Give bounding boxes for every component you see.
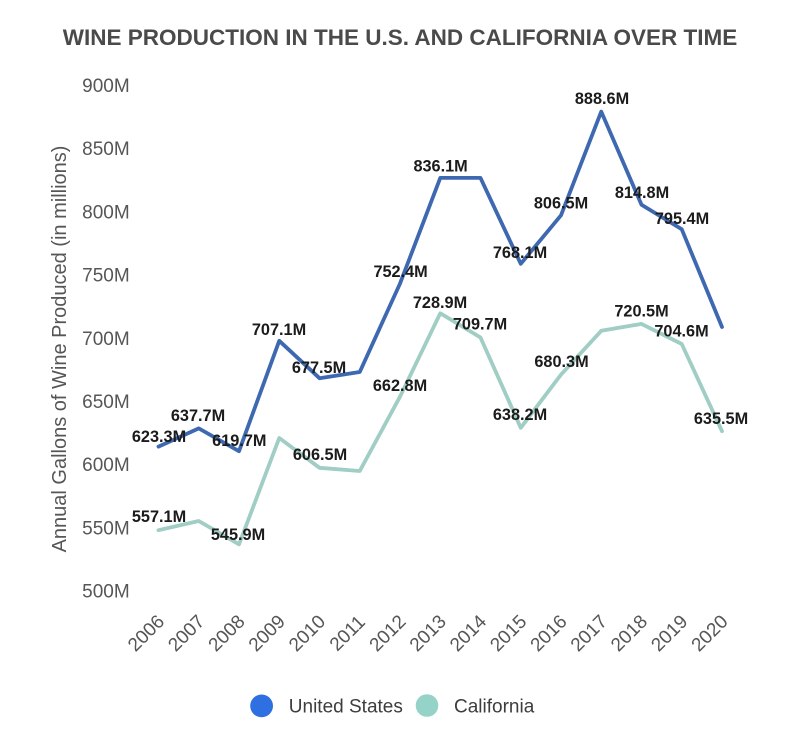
svg-text:680.3M: 680.3M xyxy=(534,353,588,371)
svg-text:623.3M: 623.3M xyxy=(132,428,186,446)
svg-text:662.8M: 662.8M xyxy=(373,377,427,395)
svg-text:550M: 550M xyxy=(82,518,130,539)
svg-text:707.1M: 707.1M xyxy=(252,321,306,339)
svg-text:637.7M: 637.7M xyxy=(171,407,225,425)
svg-text:704.6M: 704.6M xyxy=(654,322,708,340)
svg-text:836.1M: 836.1M xyxy=(413,158,467,176)
svg-text:720.5M: 720.5M xyxy=(614,302,668,320)
svg-text:900M: 900M xyxy=(82,76,130,97)
svg-text:795.4M: 795.4M xyxy=(655,210,709,228)
svg-text:768.1M: 768.1M xyxy=(493,244,547,262)
svg-text:557.1M: 557.1M xyxy=(132,508,186,526)
svg-text:600M: 600M xyxy=(82,455,130,476)
svg-text:Annual Gallons of Wine Produce: Annual Gallons of Wine Produced (in mill… xyxy=(49,146,71,553)
svg-text:California: California xyxy=(454,697,535,718)
svg-text:677.5M: 677.5M xyxy=(292,359,346,377)
svg-text:709.7M: 709.7M xyxy=(453,315,507,333)
svg-text:WINE PRODUCTION IN THE U.S. AN: WINE PRODUCTION IN THE U.S. AND CALIFORN… xyxy=(63,25,738,50)
svg-text:750M: 750M xyxy=(82,266,130,287)
svg-text:888.6M: 888.6M xyxy=(575,90,629,108)
svg-text:752.4M: 752.4M xyxy=(373,263,427,281)
svg-text:850M: 850M xyxy=(82,139,130,160)
svg-text:500M: 500M xyxy=(82,582,130,603)
svg-text:545.9M: 545.9M xyxy=(211,526,265,544)
svg-text:800M: 800M xyxy=(82,202,130,223)
svg-text:728.9M: 728.9M xyxy=(413,294,467,312)
svg-text:619.7M: 619.7M xyxy=(212,432,266,450)
svg-text:638.2M: 638.2M xyxy=(493,406,547,424)
svg-text:814.8M: 814.8M xyxy=(615,184,669,202)
svg-text:806.5M: 806.5M xyxy=(534,194,588,212)
svg-text:700M: 700M xyxy=(82,329,130,350)
svg-text:606.5M: 606.5M xyxy=(293,446,347,464)
svg-text:650M: 650M xyxy=(82,392,130,413)
svg-text:United States: United States xyxy=(289,697,403,718)
svg-text:635.5M: 635.5M xyxy=(694,410,748,428)
